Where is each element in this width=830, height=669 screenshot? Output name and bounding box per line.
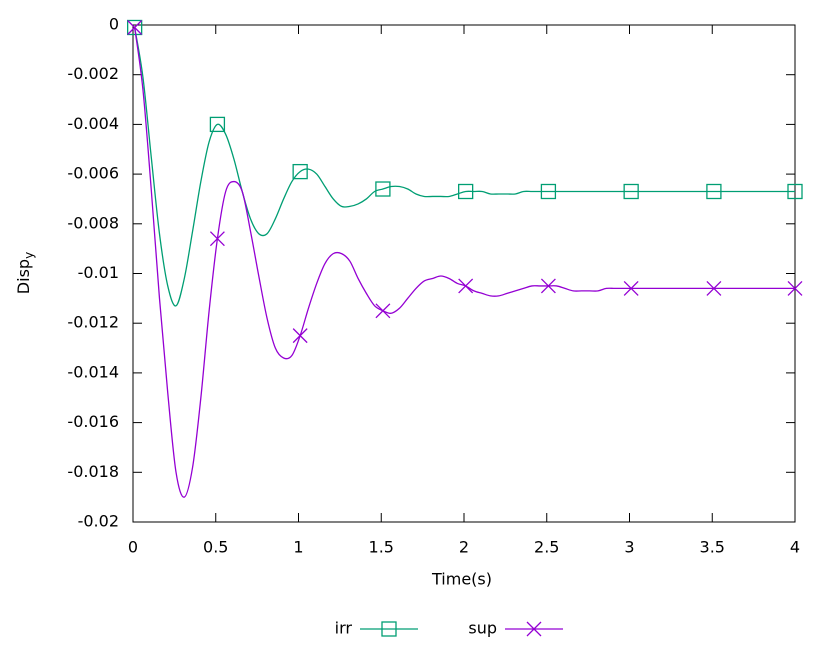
y-tick-label: -0.01: [78, 263, 119, 282]
y-tick-label: -0.018: [67, 462, 119, 481]
data-marker: [623, 280, 639, 296]
x-tick-label: 1.5: [369, 538, 394, 557]
data-marker: [787, 183, 803, 200]
data-marker: [209, 116, 226, 133]
y-axis-label-subscript: y: [22, 252, 36, 259]
y-tick-label: -0.014: [67, 362, 119, 381]
y-tick-label: -0.002: [67, 64, 119, 83]
data-marker: [292, 163, 308, 180]
x-tick-label: 3.5: [700, 538, 725, 557]
data-marker: [706, 280, 722, 296]
y-axis-label: Dispy: [14, 252, 36, 294]
legend-label: sup: [468, 619, 497, 638]
data-marker: [127, 20, 143, 35]
x-tick-label: 2: [459, 538, 469, 557]
data-marker: [787, 280, 803, 296]
data-marker: [458, 278, 474, 294]
x-tick-label: 3: [624, 538, 634, 557]
y-tick-label: -0.012: [67, 313, 119, 332]
y-tick-label: -0.016: [67, 412, 119, 431]
x-tick-label: 0.5: [203, 538, 228, 557]
data-marker: [540, 183, 557, 200]
y-tick-label: -0.008: [67, 213, 119, 232]
data-marker: [375, 303, 391, 319]
data-marker: [706, 183, 722, 200]
x-tick-label: 2.5: [534, 538, 559, 557]
data-marker: [540, 278, 556, 294]
data-marker: [209, 231, 225, 247]
data-marker: [292, 328, 308, 344]
data-marker: [375, 181, 391, 197]
legend-marker: [526, 621, 542, 637]
y-tick-label: 0: [109, 15, 119, 34]
x-tick-label: 1: [293, 538, 303, 557]
data-marker: [458, 183, 474, 200]
x-axis-label: Time(s): [431, 570, 492, 589]
series-line: [134, 27, 795, 307]
legend-label: irr: [335, 619, 353, 638]
data-marker: [623, 183, 639, 200]
y-axis-label-main: Disp: [14, 259, 33, 294]
series-line: [134, 27, 795, 498]
y-tick-label: -0.02: [78, 512, 119, 531]
x-tick-label: 4: [790, 538, 800, 557]
y-tick-label: -0.006: [67, 164, 119, 183]
plot-border: [132, 24, 796, 523]
x-tick-label: 0: [128, 538, 138, 557]
legend-marker: [381, 621, 397, 637]
y-tick-label: -0.004: [67, 114, 119, 133]
data-marker: [127, 19, 143, 36]
